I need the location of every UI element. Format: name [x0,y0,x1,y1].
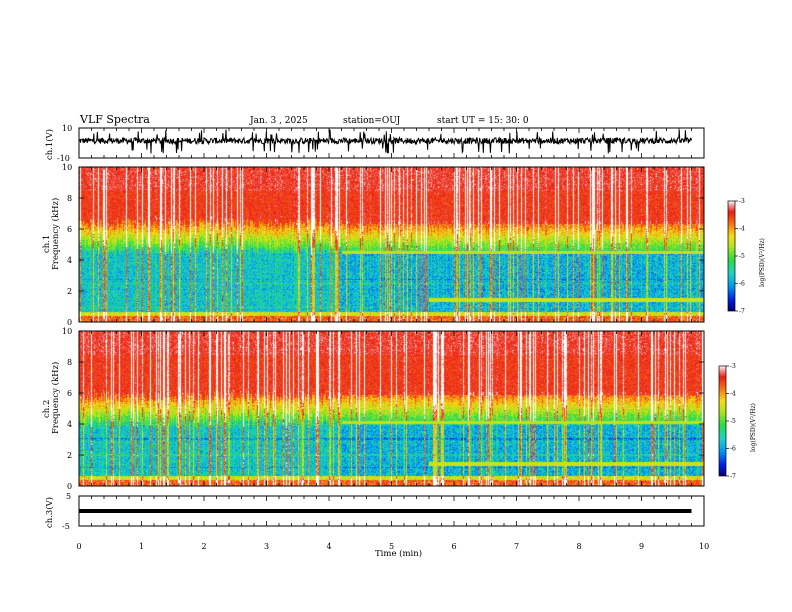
ch1-ytick-top: 10 [62,124,72,133]
freq-tick-label: 8 [67,194,72,203]
time-tick-label: 3 [264,542,269,551]
ch2-spectrogram-image [79,331,704,486]
colorbar-tick-label: -6 [739,281,745,288]
colorbar-tick-label: -4 [739,226,745,233]
ch1-x-ticks [78,128,705,158]
freq-tick-label: 4 [67,256,72,265]
figure-title: VLF Spectra [79,113,150,126]
time-tick-label: 0 [77,542,82,551]
ch1-frequency-axis-label: Frequency (kHz) [50,198,61,270]
time-tick-label: 6 [452,542,457,551]
ch1-trace [78,128,692,154]
ch1-waveform-panel: 10 -10 ch.1(V) [44,124,705,163]
time-tick-label: 8 [577,542,582,551]
header-start-time: start UT = 15: 30: 0 [437,116,529,126]
freq-tick-label: 10 [62,327,72,336]
freq-tick-label: 6 [67,389,72,398]
freq-tick-label: 2 [67,451,72,460]
ch1-ylabel: ch.1(V) [44,129,55,160]
time-tick-label: 4 [327,542,332,551]
header-station: station=OUJ [343,116,401,126]
colorbar-tick-label: -3 [730,363,736,370]
time-tick-label: 7 [514,542,519,551]
ch3-ylabel: ch.3(V) [44,497,55,528]
time-tick-labels: 0 1 2 3 4 5 6 7 8 9 10 [77,542,710,551]
header-date: Jan. 3 , 2025 [249,116,308,126]
colorbar-tick-label: -7 [739,308,745,315]
ch1-ytick-bottom: -10 [57,154,70,163]
time-tick-label: 2 [202,542,207,551]
time-tick-label: 1 [139,542,144,551]
ch2-colorbar-label: log(PSD)(V²/Hz) [750,403,757,452]
colorbar-tick-label: -7 [730,473,736,480]
colorbar-tick-label: -5 [730,418,736,425]
freq-tick-label: 10 [62,163,72,172]
ch2-frequency-tick-labels: 0 2 4 6 8 10 [62,327,704,491]
ch2-colorbar-ticks: -3 -4 -5 -6 -7 [726,363,736,480]
freq-tick-label: 6 [67,225,72,234]
ch3-ytick-bottom: -5 [62,522,70,531]
time-tick-label: 5 [389,542,394,551]
time-tick-label: 10 [699,542,709,551]
colorbar-tick-label: -5 [739,253,745,260]
colorbar-tick-label: -4 [730,391,736,398]
ch3-trace [79,509,692,513]
ch1-spectrogram-image [79,167,704,322]
ch1-colorbar [727,200,736,312]
ch2-frequency-axis-label: Frequency (kHz) [50,362,61,434]
freq-tick-label: 2 [67,287,72,296]
ch1-spectrogram-ticks [78,167,705,322]
ch1-colorbar-ticks: -3 -4 -5 -6 -7 [735,198,745,315]
freq-tick-label: 4 [67,420,72,429]
time-axis-label: Time (min) [375,548,422,559]
ch1-channel-label: ch.1 [42,235,52,253]
time-tick-label: 9 [639,542,644,551]
ch1-colorbar-label: log(PSD)(V²/Hz) [759,238,766,287]
freq-tick-label: 0 [67,318,72,327]
colorbar-tick-label: -3 [739,198,745,205]
colorbar-tick-label: -6 [730,446,736,453]
ch2-channel-label: ch.2 [42,400,52,418]
ch3-ytick-top: 5 [66,492,71,501]
ch3-x-ticks [78,496,705,526]
ch1-frequency-tick-labels: 0 2 4 6 8 10 [62,163,704,327]
ch2-spectrogram-ticks [78,331,705,486]
freq-tick-label: 0 [67,482,72,491]
ch2-colorbar [718,365,727,477]
freq-tick-label: 8 [67,358,72,367]
ch3-waveform-panel: 5 -5 ch.3(V) 0 1 2 3 4 5 6 7 8 9 10 Time (min) [44,492,709,559]
